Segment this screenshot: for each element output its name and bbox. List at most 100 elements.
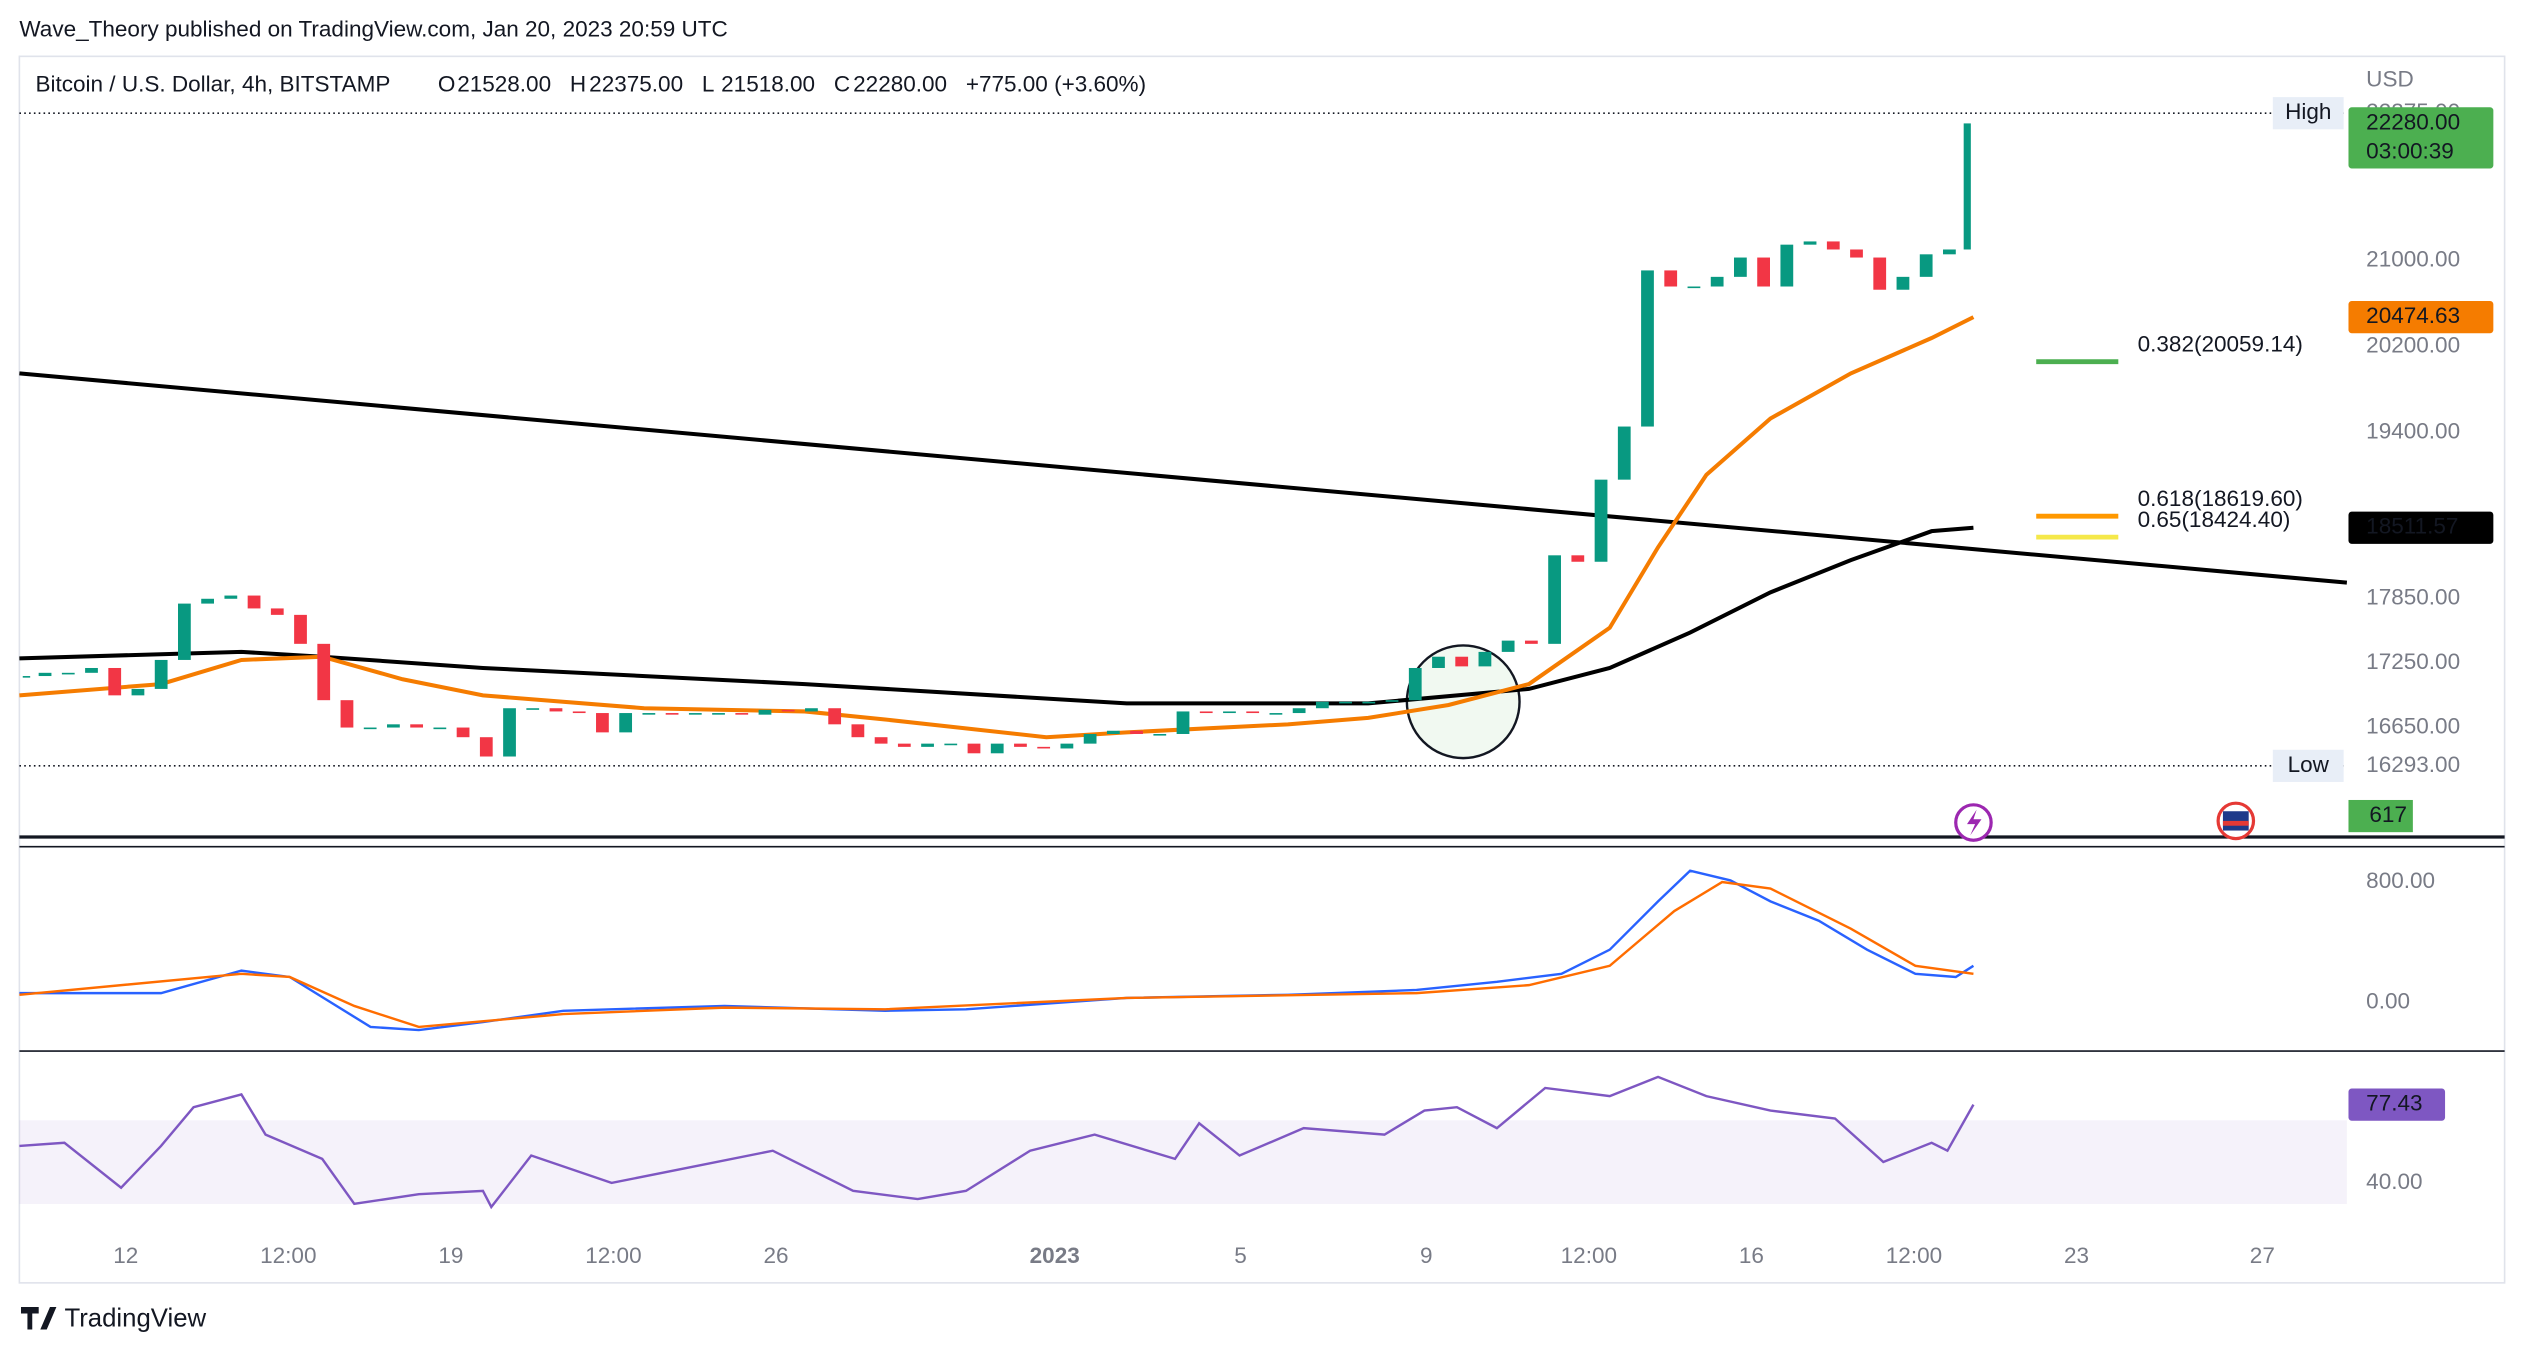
indicator-line: [19, 525, 1974, 706]
flag-icon[interactable]: [2216, 801, 2256, 841]
candle: [387, 724, 400, 728]
candle: [1385, 700, 1399, 702]
candle: [1455, 656, 1469, 667]
candle: [1710, 276, 1724, 287]
candle: [1664, 270, 1678, 287]
ohlc-key: H: [570, 71, 586, 96]
candle: [340, 700, 354, 728]
countdown: 03:00:39: [2366, 138, 2454, 163]
candle: [1362, 701, 1376, 704]
fib-label: 0.382(20059.14): [2138, 332, 2303, 357]
candle: [1292, 708, 1306, 714]
candle: [642, 713, 656, 715]
extreme-box: [2272, 749, 2344, 782]
y-tick-label: 40.00: [2366, 1169, 2422, 1194]
y-tick-label: 21000.00: [2366, 247, 2460, 272]
candle: [1687, 286, 1701, 289]
publish-info: Wave_Theory published on TradingView.com…: [19, 17, 727, 42]
ohlc-key: O: [438, 71, 456, 96]
indicator-line: [19, 1075, 1975, 1210]
candle: [503, 708, 516, 757]
volume-label-box: [2348, 799, 2413, 833]
candle: [828, 708, 842, 725]
fib-label: 0.65(18424.40): [2138, 507, 2291, 532]
price-change: +775.00 (+3.60%): [966, 71, 1146, 96]
candle: [1037, 746, 1051, 749]
x-tick-label: 9: [1420, 1243, 1433, 1268]
ohlc-value: 21528.00: [457, 71, 551, 96]
candle: [897, 743, 911, 747]
y-tick-label: 16650.00: [2366, 713, 2460, 738]
lightning-icon[interactable]: [1954, 803, 1993, 842]
candle: [479, 737, 493, 757]
brand[interactable]: TradingView: [64, 1305, 206, 1333]
candle: [1617, 426, 1631, 480]
candle: [178, 603, 191, 660]
candle: [1733, 257, 1747, 277]
candle: [572, 711, 586, 714]
price-label-box: [2348, 301, 2494, 334]
candle: [1269, 713, 1283, 715]
candle: [1896, 276, 1910, 290]
candle: [1501, 640, 1515, 652]
fib-label: 0.618(18619.60): [2138, 486, 2303, 511]
candle: [735, 713, 749, 715]
candle: [1478, 651, 1492, 667]
candle: [433, 727, 447, 730]
candle: [1594, 479, 1608, 562]
x-tick-label: 5: [1234, 1243, 1247, 1268]
candle: [363, 727, 377, 730]
price-label-box: [2348, 511, 2494, 544]
candle: [247, 595, 261, 609]
candle: [549, 708, 563, 712]
candle: [944, 743, 958, 746]
candle: [1850, 249, 1863, 258]
x-tick-label: 26: [763, 1243, 788, 1268]
candle: [805, 708, 818, 712]
tv-logo[interactable]: TradingView: [20, 1305, 207, 1333]
indicator-line: [19, 869, 1975, 1032]
x-tick-label: 12:00: [585, 1243, 641, 1268]
candle: [201, 598, 215, 604]
extreme-value: 16293.00: [2366, 752, 2460, 777]
x-tick-label: 27: [2250, 1243, 2275, 1268]
candle: [22, 676, 31, 678]
candle: [131, 688, 145, 696]
price-label: 22280.00: [2366, 109, 2460, 134]
candle: [38, 672, 52, 677]
candle: [224, 595, 238, 599]
candle: [154, 659, 168, 689]
y-tick-label: 19400.00: [2366, 418, 2460, 443]
candle: [1803, 241, 1817, 245]
price-label: 20474.63: [2366, 303, 2460, 328]
candle: [1014, 743, 1027, 747]
candle: [1757, 257, 1770, 287]
candle: [1826, 241, 1840, 250]
candle: [270, 608, 284, 615]
y-tick-label: 800.00: [2366, 868, 2435, 893]
price-label-box: [2348, 107, 2494, 169]
currency: USD: [2366, 66, 2414, 91]
candle: [921, 743, 934, 747]
ohlc-value: 22280.00: [853, 71, 947, 96]
extreme-name: High: [2285, 99, 2331, 124]
value-label-box: [2348, 1088, 2446, 1121]
candle: [294, 614, 307, 644]
value-label: 77.43: [2366, 1091, 2422, 1116]
x-tick-label: 12:00: [1886, 1243, 1942, 1268]
candle: [1524, 640, 1538, 644]
candle: [1963, 123, 1971, 250]
x-tick-label: 23: [2064, 1243, 2089, 1268]
candle: [61, 672, 75, 675]
indicator-line: [19, 880, 1974, 1029]
candle: [1571, 555, 1585, 562]
candle: [1199, 711, 1213, 714]
candle: [1943, 249, 1956, 255]
candle: [1083, 733, 1097, 744]
ohlc-key: C: [834, 71, 850, 96]
price-label: 18511.57: [2366, 514, 2458, 539]
candle: [1873, 257, 1887, 290]
chart-frame: [18, 55, 2506, 1284]
x-tick-label: 2023: [1030, 1243, 1080, 1268]
